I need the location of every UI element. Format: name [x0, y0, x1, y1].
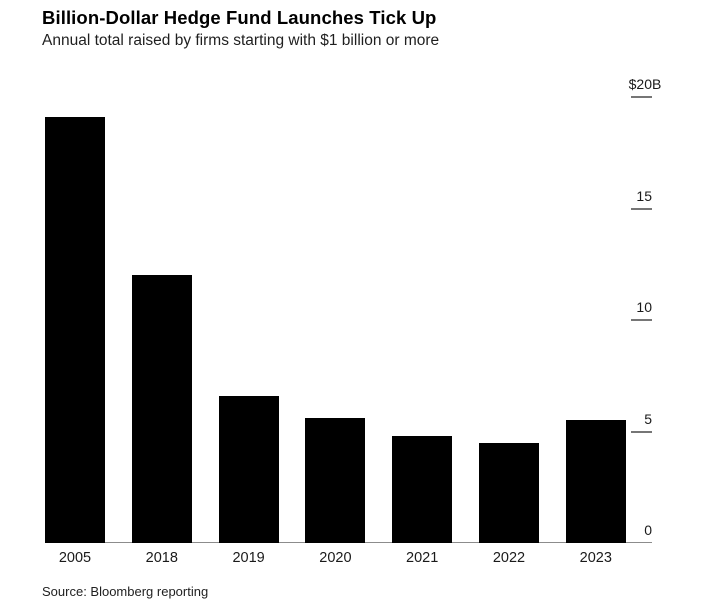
bar-2023: [565, 420, 626, 543]
x-axis-label-2023: 2023: [579, 550, 612, 566]
bar-2018: [131, 275, 192, 543]
y-axis-tick-label-20: $20 B: [628, 76, 662, 92]
bar-2019: [218, 395, 279, 543]
bar-2005: [45, 117, 105, 543]
x-axis-label-2005: 2005: [58, 550, 92, 566]
bar-2021: [392, 435, 453, 543]
x-axis-label-2018: 2018: [145, 550, 178, 566]
y-axis-tick-20: [631, 96, 652, 98]
y-axis-tick-label-15: 15: [636, 187, 652, 204]
y-axis-tick-5: [631, 430, 652, 433]
x-axis-label-2021: 2021: [406, 550, 439, 566]
plot-area: 2005 2018 2019 2020 2021 2022 2023 0 5 10 15 $20 B: [45, 77, 661, 566]
x-axis-label-2019: 2019: [232, 550, 265, 566]
chart-title: Billion-Dollar Hedge Fund Launches Tick …: [42, 7, 437, 28]
y-axis-tick-label-5: 5: [644, 410, 652, 427]
bar-2020: [305, 418, 366, 543]
y-axis-tick-label-0: 0: [644, 522, 652, 538]
source-note: Source: Bloomberg reporting: [42, 584, 209, 599]
y-axis-tick-label-10: 10: [636, 299, 652, 315]
y-axis-tick-10: [631, 319, 652, 321]
x-axis-label-2020: 2020: [319, 550, 352, 566]
y-axis-unit-suffix: B: [652, 76, 662, 92]
x-axis-label-2022: 2022: [492, 550, 526, 566]
bar-2022: [479, 442, 539, 543]
chart-subtitle: Annual total raised by firms starting wi…: [42, 32, 440, 49]
y-axis-tick-15: [631, 207, 652, 210]
